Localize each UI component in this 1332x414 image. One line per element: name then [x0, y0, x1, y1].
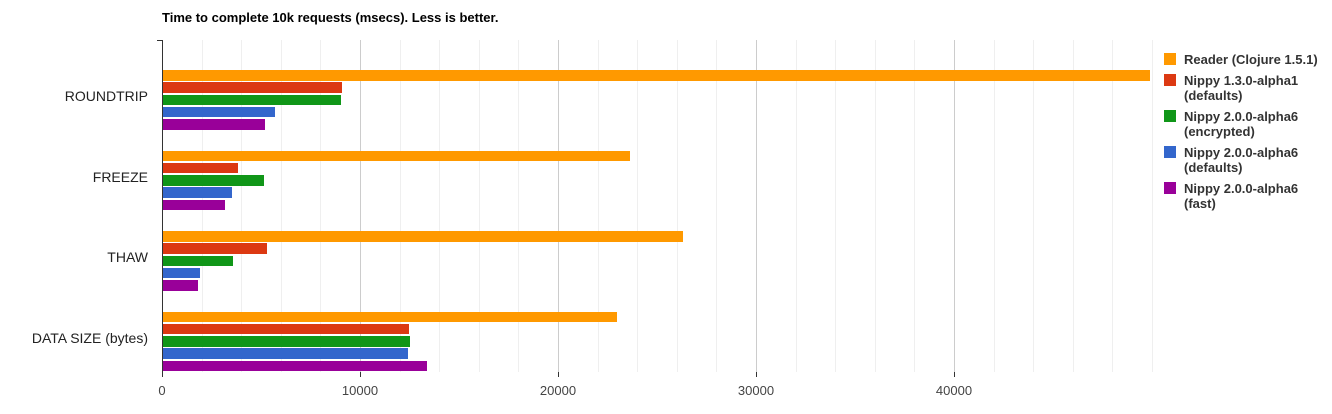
minor-gridline: [874, 40, 876, 372]
minor-gridline: [676, 40, 678, 372]
minor-gridline: [1033, 40, 1035, 372]
bar-roundtrip-s1: [163, 82, 343, 93]
bar-freeze-s2: [163, 175, 264, 186]
minor-gridline: [320, 40, 322, 372]
y-axis-top-tick: [157, 40, 162, 41]
legend-label-line: Nippy 2.0.0-alpha6: [1184, 109, 1299, 124]
major-gridline: [756, 40, 757, 372]
minor-gridline: [241, 40, 243, 372]
bar-roundtrip-s3: [163, 106, 275, 118]
x-axis-tick: [558, 372, 559, 377]
x-axis-tick-label: 10000: [341, 383, 379, 398]
x-axis-tick-label: 30000: [737, 383, 775, 398]
major-gridline: [558, 40, 559, 372]
minor-gridline: [518, 40, 520, 372]
bar-data-size-bytes--s2: [163, 336, 410, 347]
bar-freeze-s3: [163, 187, 233, 198]
bar-roundtrip-s4: [163, 119, 265, 130]
legend-label-line: (defaults): [1184, 88, 1243, 103]
minor-gridline: [993, 40, 995, 372]
minor-gridline: [399, 40, 401, 372]
major-gridline: [954, 40, 955, 372]
category-label: DATA SIZE (bytes): [31, 329, 148, 346]
bar-data-size-bytes--s0: [163, 311, 618, 322]
x-axis-tick-label: 20000: [539, 383, 577, 398]
legend-label-line: Nippy 2.0.0-alpha6 (fast): [1184, 181, 1299, 211]
x-axis-tick-label: 40000: [935, 383, 973, 398]
legend-color-swatch: [1164, 182, 1176, 194]
bar-thaw-s4: [163, 280, 198, 291]
legend-color-swatch: [1164, 53, 1176, 65]
bar-freeze-s0: [163, 150, 631, 161]
legend-label-line: Reader (Clojure 1.5.1): [1184, 52, 1318, 67]
legend-color-swatch: [1164, 110, 1176, 122]
bar-data-size-bytes--s3: [163, 348, 408, 359]
minor-gridline: [597, 40, 599, 372]
x-axis-tick: [756, 372, 757, 377]
minor-gridline: [1152, 40, 1153, 372]
legend-label-line: Nippy 2.0.0-alpha6: [1184, 145, 1299, 160]
category-label: ROUNDTRIP: [64, 88, 148, 104]
category-label: FREEZE: [92, 168, 148, 185]
bar-thaw-s2: [163, 255, 234, 267]
minor-gridline: [835, 40, 837, 372]
legend-label-line: (defaults): [1184, 160, 1243, 175]
minor-gridline: [1112, 40, 1114, 372]
x-axis-tick: [162, 372, 163, 377]
legend-item-label: Nippy 2.0.0-alpha6 (encrypted): [1184, 109, 1332, 139]
minor-gridline: [637, 40, 639, 372]
minor-gridline: [280, 40, 282, 372]
legend-item-label: Nippy 2.0.0-alpha6 (fast): [1184, 181, 1332, 211]
minor-gridline: [914, 40, 916, 372]
bar-roundtrip-s2: [163, 94, 342, 106]
x-axis-tick: [954, 372, 955, 377]
minor-gridline: [795, 40, 797, 372]
legend-item-label: Nippy 1.3.0-alpha1 (defaults): [1184, 73, 1332, 103]
bar-thaw-s1: [163, 243, 267, 254]
bar-data-size-bytes--s1: [163, 323, 409, 335]
x-axis-tick: [360, 372, 361, 377]
category-label: THAW: [107, 249, 148, 265]
minor-gridline: [1072, 40, 1074, 372]
legend-label-line: (encrypted): [1184, 124, 1255, 139]
x-axis-tick-label: 0: [158, 383, 166, 398]
minor-gridline: [478, 40, 480, 372]
bar-roundtrip-s0: [163, 70, 1151, 81]
y-axis-baseline: [162, 40, 163, 377]
legend-color-swatch: [1164, 74, 1176, 86]
minor-gridline: [439, 40, 441, 372]
legend-item-label: Nippy 2.0.0-alpha6 (defaults): [1184, 145, 1332, 175]
bar-thaw-s0: [163, 231, 683, 242]
legend-color-swatch: [1164, 146, 1176, 158]
bar-freeze-s4: [163, 199, 225, 211]
bar-data-size-bytes--s4: [163, 360, 427, 372]
chart-title: Time to complete 10k requests (msecs). L…: [162, 10, 499, 25]
bar-freeze-s1: [163, 162, 239, 174]
legend-item-label: Reader (Clojure 1.5.1): [1184, 52, 1332, 67]
bar-thaw-s3: [163, 267, 200, 279]
minor-gridline: [716, 40, 718, 372]
major-gridline: [360, 40, 361, 372]
legend-label-line: Nippy 1.3.0-alpha1: [1184, 73, 1299, 88]
